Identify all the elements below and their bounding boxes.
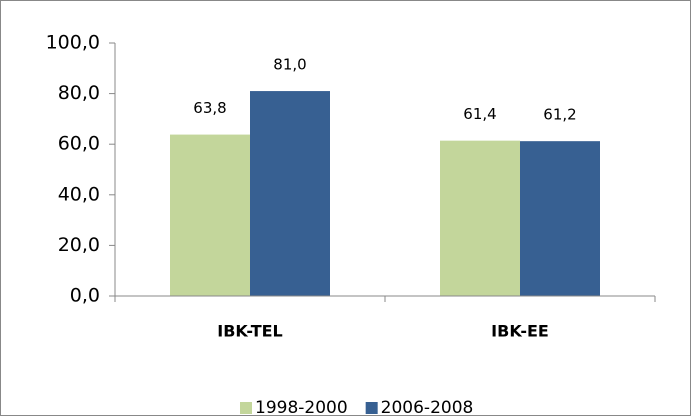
bar xyxy=(170,134,250,296)
data-label: 61,4 xyxy=(463,105,496,123)
y-tick-label: 80,0 xyxy=(58,82,100,104)
data-label: 81,0 xyxy=(273,56,306,74)
data-label: 63,8 xyxy=(193,99,226,117)
legend-label: 2006-2008 xyxy=(381,398,474,417)
y-tick-label: 40,0 xyxy=(58,183,100,205)
data-label: 61,2 xyxy=(543,106,576,124)
y-tick-label: 100,0 xyxy=(46,32,100,54)
legend-swatch xyxy=(240,402,252,414)
legend-swatch xyxy=(365,402,378,414)
y-tick-label: 20,0 xyxy=(58,234,100,256)
bar xyxy=(440,140,520,296)
legend-label: 1998-2000 xyxy=(255,398,348,417)
x-tick-label: IBK-TEL xyxy=(217,322,282,341)
y-tick-label: 60,0 xyxy=(58,133,100,155)
bar xyxy=(520,141,600,296)
bar xyxy=(250,91,330,296)
y-tick-label: 0,0 xyxy=(70,285,100,307)
x-tick-label: IBK-EE xyxy=(491,322,549,341)
